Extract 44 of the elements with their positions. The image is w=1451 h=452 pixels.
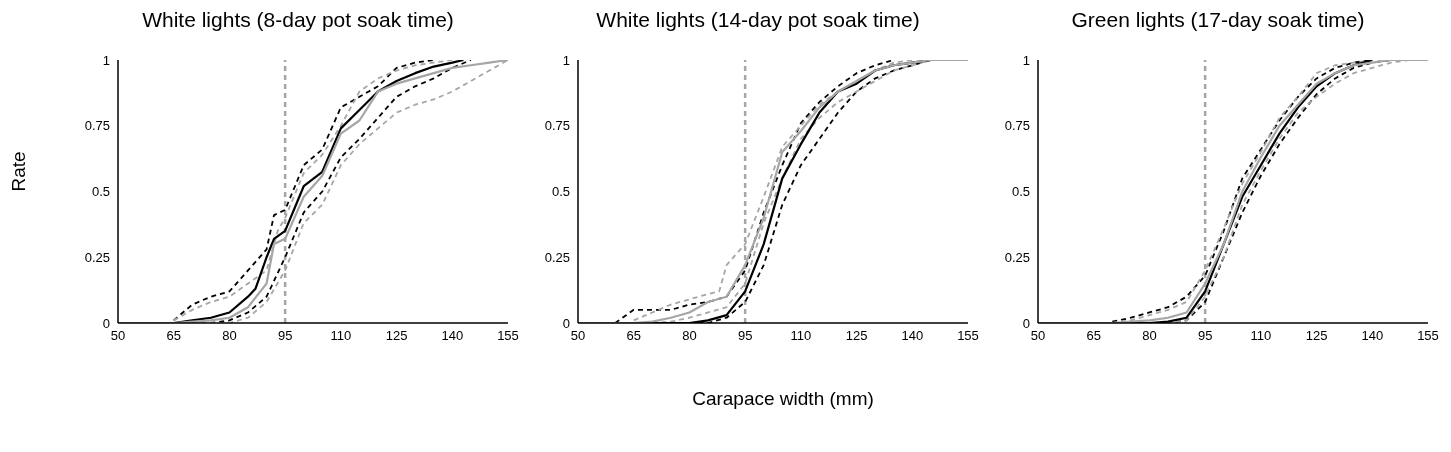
y-tick-label: 1	[562, 52, 570, 68]
x-tick-label: 125	[385, 328, 408, 344]
y-tick-label: 0.75	[84, 118, 110, 134]
y-tick-label: 0.5	[1011, 184, 1030, 200]
x-tick-label: 155	[497, 328, 519, 344]
x-tick-label: 95	[737, 328, 753, 344]
y-tick-label: 0.25	[84, 249, 110, 265]
y-tick-label: 0	[1022, 315, 1030, 331]
chart-title: White lights (14-day pot soak time)	[595, 8, 921, 33]
x-tick-label: 80	[222, 328, 237, 344]
x-tick-label: 65	[1086, 328, 1101, 344]
chart-title: White lights (8-day pot soak time)	[141, 8, 455, 33]
x-tick-label: 155	[1417, 328, 1439, 344]
x-tick-label: 50	[110, 328, 126, 344]
x-tick-label: 110	[1250, 328, 1272, 344]
y-tick-label: 0	[562, 315, 570, 331]
x-tick-label: 95	[1197, 328, 1213, 344]
y-tick-label: 0.25	[544, 249, 570, 265]
x-tick-label: 95	[277, 328, 293, 344]
y-tick-label: 0.5	[551, 184, 570, 200]
x-tick-label: 155	[957, 328, 979, 344]
x-axis-title: Carapace width (mm)	[691, 388, 875, 410]
chart-title: Green lights (17-day soak time)	[1070, 8, 1366, 33]
x-tick-label: 50	[1030, 328, 1046, 344]
x-tick-label: 125	[1305, 328, 1328, 344]
x-tick-label: 110	[790, 328, 812, 344]
y-tick-label: 1	[102, 52, 110, 68]
x-tick-label: 80	[1142, 328, 1157, 344]
y-tick-label: 0.75	[1004, 118, 1030, 134]
y-tick-label: 0.5	[91, 184, 110, 200]
y-tick-label: 0.75	[544, 118, 570, 134]
x-tick-label: 110	[330, 328, 352, 344]
y-tick-label: 1	[1022, 52, 1030, 68]
x-tick-label: 125	[845, 328, 868, 344]
y-tick-label: 0	[102, 315, 110, 331]
x-tick-label: 80	[682, 328, 697, 344]
y-axis-title: Rate	[7, 151, 29, 192]
x-tick-label: 50	[570, 328, 586, 344]
x-tick-label: 140	[441, 328, 464, 344]
x-tick-label: 65	[626, 328, 641, 344]
x-tick-label: 140	[901, 328, 924, 344]
x-tick-label: 65	[166, 328, 181, 344]
y-tick-label: 0.25	[1004, 249, 1030, 265]
x-tick-label: 140	[1361, 328, 1384, 344]
